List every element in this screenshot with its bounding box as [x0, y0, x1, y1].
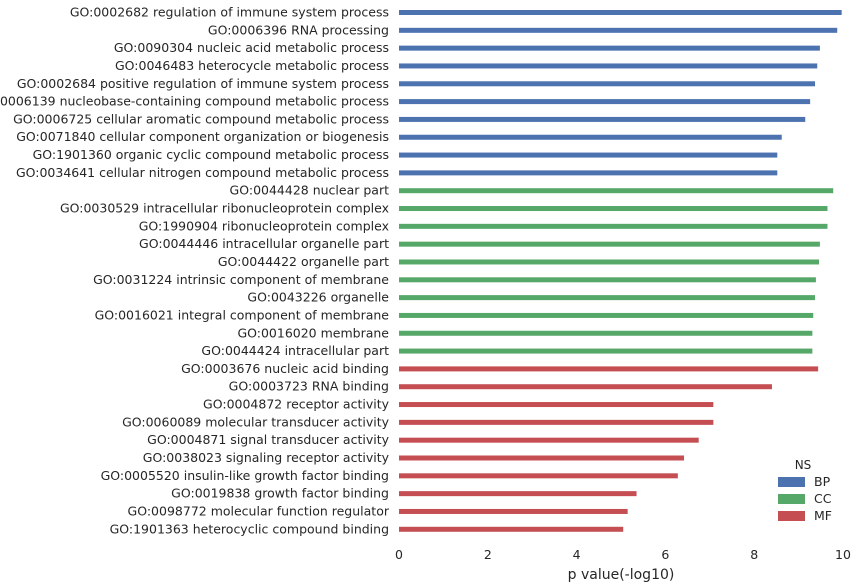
legend-swatch-bp [778, 477, 805, 487]
category-label: GO:0044422 organelle part [218, 254, 389, 269]
category-label: GO:0005520 insulin-like growth factor bi… [101, 468, 389, 483]
bar-cc [399, 312, 814, 318]
bar-mf [399, 437, 699, 443]
bar-bp [399, 170, 778, 176]
bar-cc [399, 259, 820, 265]
x-axis: 0 2 4 6 8 10 [395, 547, 851, 562]
bar-bp [399, 152, 778, 158]
bar-bp [399, 63, 818, 69]
category-label: GO:0044446 intracellular organelle part [139, 236, 389, 251]
bar-cc [399, 330, 813, 336]
bar-cc [399, 188, 834, 194]
legend-title: NS [795, 458, 812, 472]
legend-label-bp: BP [814, 474, 831, 489]
category-label: GO:0016020 membrane [237, 325, 389, 340]
bar-mf [399, 419, 714, 425]
bar-cc [399, 223, 828, 229]
bar-cc [399, 241, 820, 247]
category-label: GO:0071840 cellular component organizati… [16, 129, 389, 144]
legend-label-mf: MF [814, 508, 832, 523]
bar-bp [399, 99, 811, 105]
category-label: GO:0046483 heterocycle metabolic process [115, 58, 389, 73]
category-label: GO:0006725 cellular aromatic compound me… [13, 111, 389, 126]
category-label: GO:0003676 nucleic acid binding [181, 361, 389, 376]
bar-bp [399, 45, 820, 51]
category-label: GO:0004872 receptor activity [203, 397, 390, 412]
category-label: GO:0098772 molecular function regulator [128, 503, 390, 518]
x-axis-title: p value(-log10) [568, 567, 675, 583]
bar-cc [399, 277, 816, 283]
category-label: GO:1990904 ribonucleoprotein complex [139, 218, 389, 233]
x-tick-label: 8 [750, 547, 758, 562]
category-label: GO:0060089 molecular transducer activity [122, 414, 390, 429]
category-label: GO:0003723 RNA binding [229, 379, 389, 394]
category-label: GO:0006139 nucleobase-containing compoun… [0, 94, 389, 109]
bar-mf [399, 402, 714, 408]
legend-swatch-mf [778, 511, 805, 521]
bar-mf [399, 473, 678, 479]
bar-cc [399, 295, 816, 301]
category-label: GO:0031224 intrinsic component of membra… [93, 272, 389, 287]
category-labels: GO:0002682 regulation of immune system p… [0, 5, 390, 537]
bar-mf [399, 366, 819, 372]
category-label: GO:0006396 RNA processing [208, 22, 389, 37]
category-label: GO:0044428 nuclear part [230, 183, 390, 198]
x-tick-label: 4 [573, 547, 581, 562]
bar-mf [399, 491, 637, 497]
category-label: GO:0034641 cellular nitrogen compound me… [16, 165, 389, 180]
x-tick-label: 0 [395, 547, 403, 562]
category-label: GO:0002682 regulation of immune system p… [70, 5, 389, 20]
legend-label-cc: CC [814, 491, 832, 506]
legend-swatch-cc [778, 494, 805, 504]
bar-bp [399, 81, 816, 87]
x-tick-label: 2 [484, 547, 492, 562]
category-label: GO:0030529 intracellular ribonucleoprote… [60, 201, 389, 216]
category-label: GO:0044424 intracellular part [201, 343, 389, 358]
bar-mf [399, 508, 628, 514]
bar-mf [399, 526, 624, 532]
bar-mf [399, 455, 685, 461]
bar-mf [399, 384, 772, 390]
category-label: GO:0090304 nucleic acid metabolic proces… [114, 40, 389, 55]
legend: NS BP CC MF [778, 458, 832, 523]
bar-bp [399, 134, 782, 140]
x-tick-label: 10 [835, 547, 851, 562]
bar-bp [399, 116, 806, 122]
category-label: GO:1901363 heterocyclic compound binding [110, 521, 389, 536]
category-label: GO:1901360 organic cyclic compound metab… [33, 147, 389, 162]
category-label: GO:0038023 signaling receptor activity [143, 450, 390, 465]
category-label: GO:0002684 positive regulation of immune… [17, 76, 389, 91]
bars-layer [399, 10, 842, 532]
category-label: GO:0019838 growth factor binding [171, 486, 389, 501]
x-tick-label: 6 [661, 547, 669, 562]
bar-cc [399, 348, 813, 354]
category-label: GO:0004871 signal transducer activity [147, 432, 389, 447]
category-label: GO:0043226 organelle [247, 290, 389, 305]
category-label: GO:0016021 integral component of membran… [95, 307, 390, 322]
bar-bp [399, 27, 838, 33]
bar-cc [399, 206, 828, 212]
bar-bp [399, 10, 842, 15]
